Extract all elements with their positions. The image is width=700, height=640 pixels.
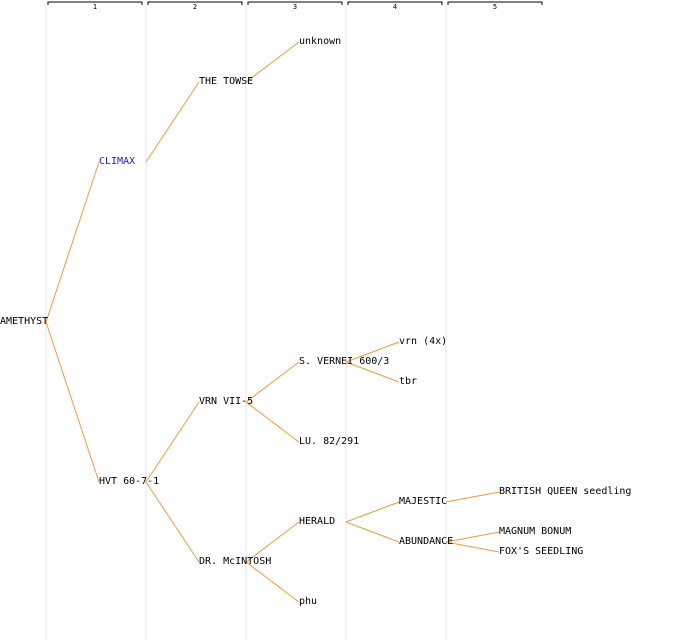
node-towse: THE TOWSE <box>199 76 254 87</box>
edge-amethyst-hvt <box>45 321 100 483</box>
generation-number: 4 <box>393 3 397 11</box>
node-unknown: unknown <box>299 36 342 47</box>
node-abundance: ABUNDANCE <box>399 536 454 547</box>
node-lu: LU. 82/291 <box>299 436 360 447</box>
edge-majestic-bqueen <box>445 491 500 503</box>
node-magnum: MAGNUM BONUM <box>499 526 572 537</box>
edge-sverne-tbr <box>345 361 400 383</box>
node-tbr: tbr <box>399 376 418 387</box>
edge-vrn7-sverne <box>245 361 300 403</box>
node-vrn4x: vrn (4x) <box>399 336 448 347</box>
generation-bracket <box>247 1 343 5</box>
node-bqueen: BRITISH QUEEN seedling <box>499 486 632 497</box>
generation-number: 3 <box>293 3 297 11</box>
edge-sverne-vrn4x <box>345 341 400 363</box>
generation-bracket <box>347 1 443 5</box>
edge-towse-unknown <box>245 41 300 83</box>
edge-mcintosh-herald <box>245 521 300 563</box>
edge-mcintosh-phu <box>245 561 300 603</box>
generation-bracket <box>147 1 243 5</box>
generation-header: 1 2 3 4 5 <box>47 1 543 11</box>
node-sverne: S. VERNEI 600/3 <box>299 356 390 367</box>
generation-number: 1 <box>93 3 97 11</box>
edge-vrn7-lu <box>245 401 300 443</box>
edge-hvt-vrn7 <box>145 401 200 483</box>
edge-herald-abundance <box>345 521 400 543</box>
node-majestic: MAJESTIC <box>399 496 448 507</box>
edge-abundance-foxs <box>445 541 500 553</box>
node-herald: HERALD <box>299 516 336 527</box>
node-vrn7: VRN VII-5 <box>199 396 254 407</box>
edge-abundance-magnum <box>445 531 500 543</box>
edge-amethyst-climax <box>45 161 100 323</box>
edge-herald-majestic <box>345 501 400 523</box>
node-climax[interactable]: CLIMAX <box>99 156 136 167</box>
node-amethyst: AMETHYST <box>0 316 49 327</box>
node-mcintosh: DR. McINTOSH <box>199 556 272 567</box>
edge-climax-towse <box>145 81 200 163</box>
generation-number: 5 <box>493 3 497 11</box>
node-phu: phu <box>299 596 318 607</box>
node-foxs: FOX'S SEEDLING <box>499 546 584 557</box>
generation-columns <box>45 6 447 640</box>
generation-bracket <box>47 1 143 5</box>
edge-hvt-mcintosh <box>145 481 200 563</box>
node-hvt: HVT 60-7-1 <box>99 476 160 487</box>
pedigree-edges <box>45 41 500 603</box>
generation-bracket <box>447 1 543 5</box>
generation-number: 2 <box>193 3 197 11</box>
